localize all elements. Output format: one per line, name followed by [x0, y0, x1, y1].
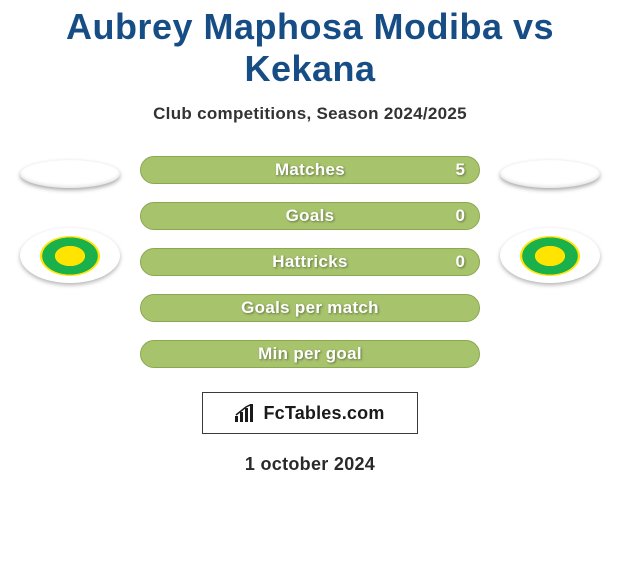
stat-row-goals-per-match: Goals per match — [140, 294, 480, 322]
bars-icon — [235, 404, 257, 422]
stat-right-value: 0 — [445, 252, 465, 272]
club-badge-right — [500, 228, 600, 283]
date-line: 1 october 2024 — [0, 454, 620, 475]
stat-label: Goals per match — [241, 298, 379, 318]
club-badge-icon — [40, 236, 100, 276]
stat-label: Min per goal — [258, 344, 362, 364]
comparison-infographic: Aubrey Maphosa Modiba vs Kekana Club com… — [0, 0, 620, 580]
main-area: Matches 5 Goals 0 Hattricks 0 Goals per … — [0, 156, 620, 368]
stat-row-matches: Matches 5 — [140, 156, 480, 184]
stat-label: Hattricks — [272, 252, 347, 272]
club-badge-left — [20, 228, 120, 283]
page-title: Aubrey Maphosa Modiba vs Kekana — [0, 0, 620, 90]
stats-column: Matches 5 Goals 0 Hattricks 0 Goals per … — [140, 156, 480, 368]
attribution-text: FcTables.com — [263, 403, 384, 424]
club-badge-icon — [520, 236, 580, 276]
stat-label: Goals — [286, 206, 335, 226]
season-subtitle: Club competitions, Season 2024/2025 — [0, 104, 620, 124]
right-player-col — [500, 156, 600, 283]
stat-row-goals: Goals 0 — [140, 202, 480, 230]
player-ellipse-right — [500, 160, 600, 188]
stat-row-hattricks: Hattricks 0 — [140, 248, 480, 276]
left-player-col — [20, 156, 120, 283]
player-ellipse-left — [20, 160, 120, 188]
stat-right-value: 5 — [445, 160, 465, 180]
stat-right-value: 0 — [445, 206, 465, 226]
stat-row-min-per-goal: Min per goal — [140, 340, 480, 368]
stat-label: Matches — [275, 160, 345, 180]
attribution-box: FcTables.com — [202, 392, 418, 434]
